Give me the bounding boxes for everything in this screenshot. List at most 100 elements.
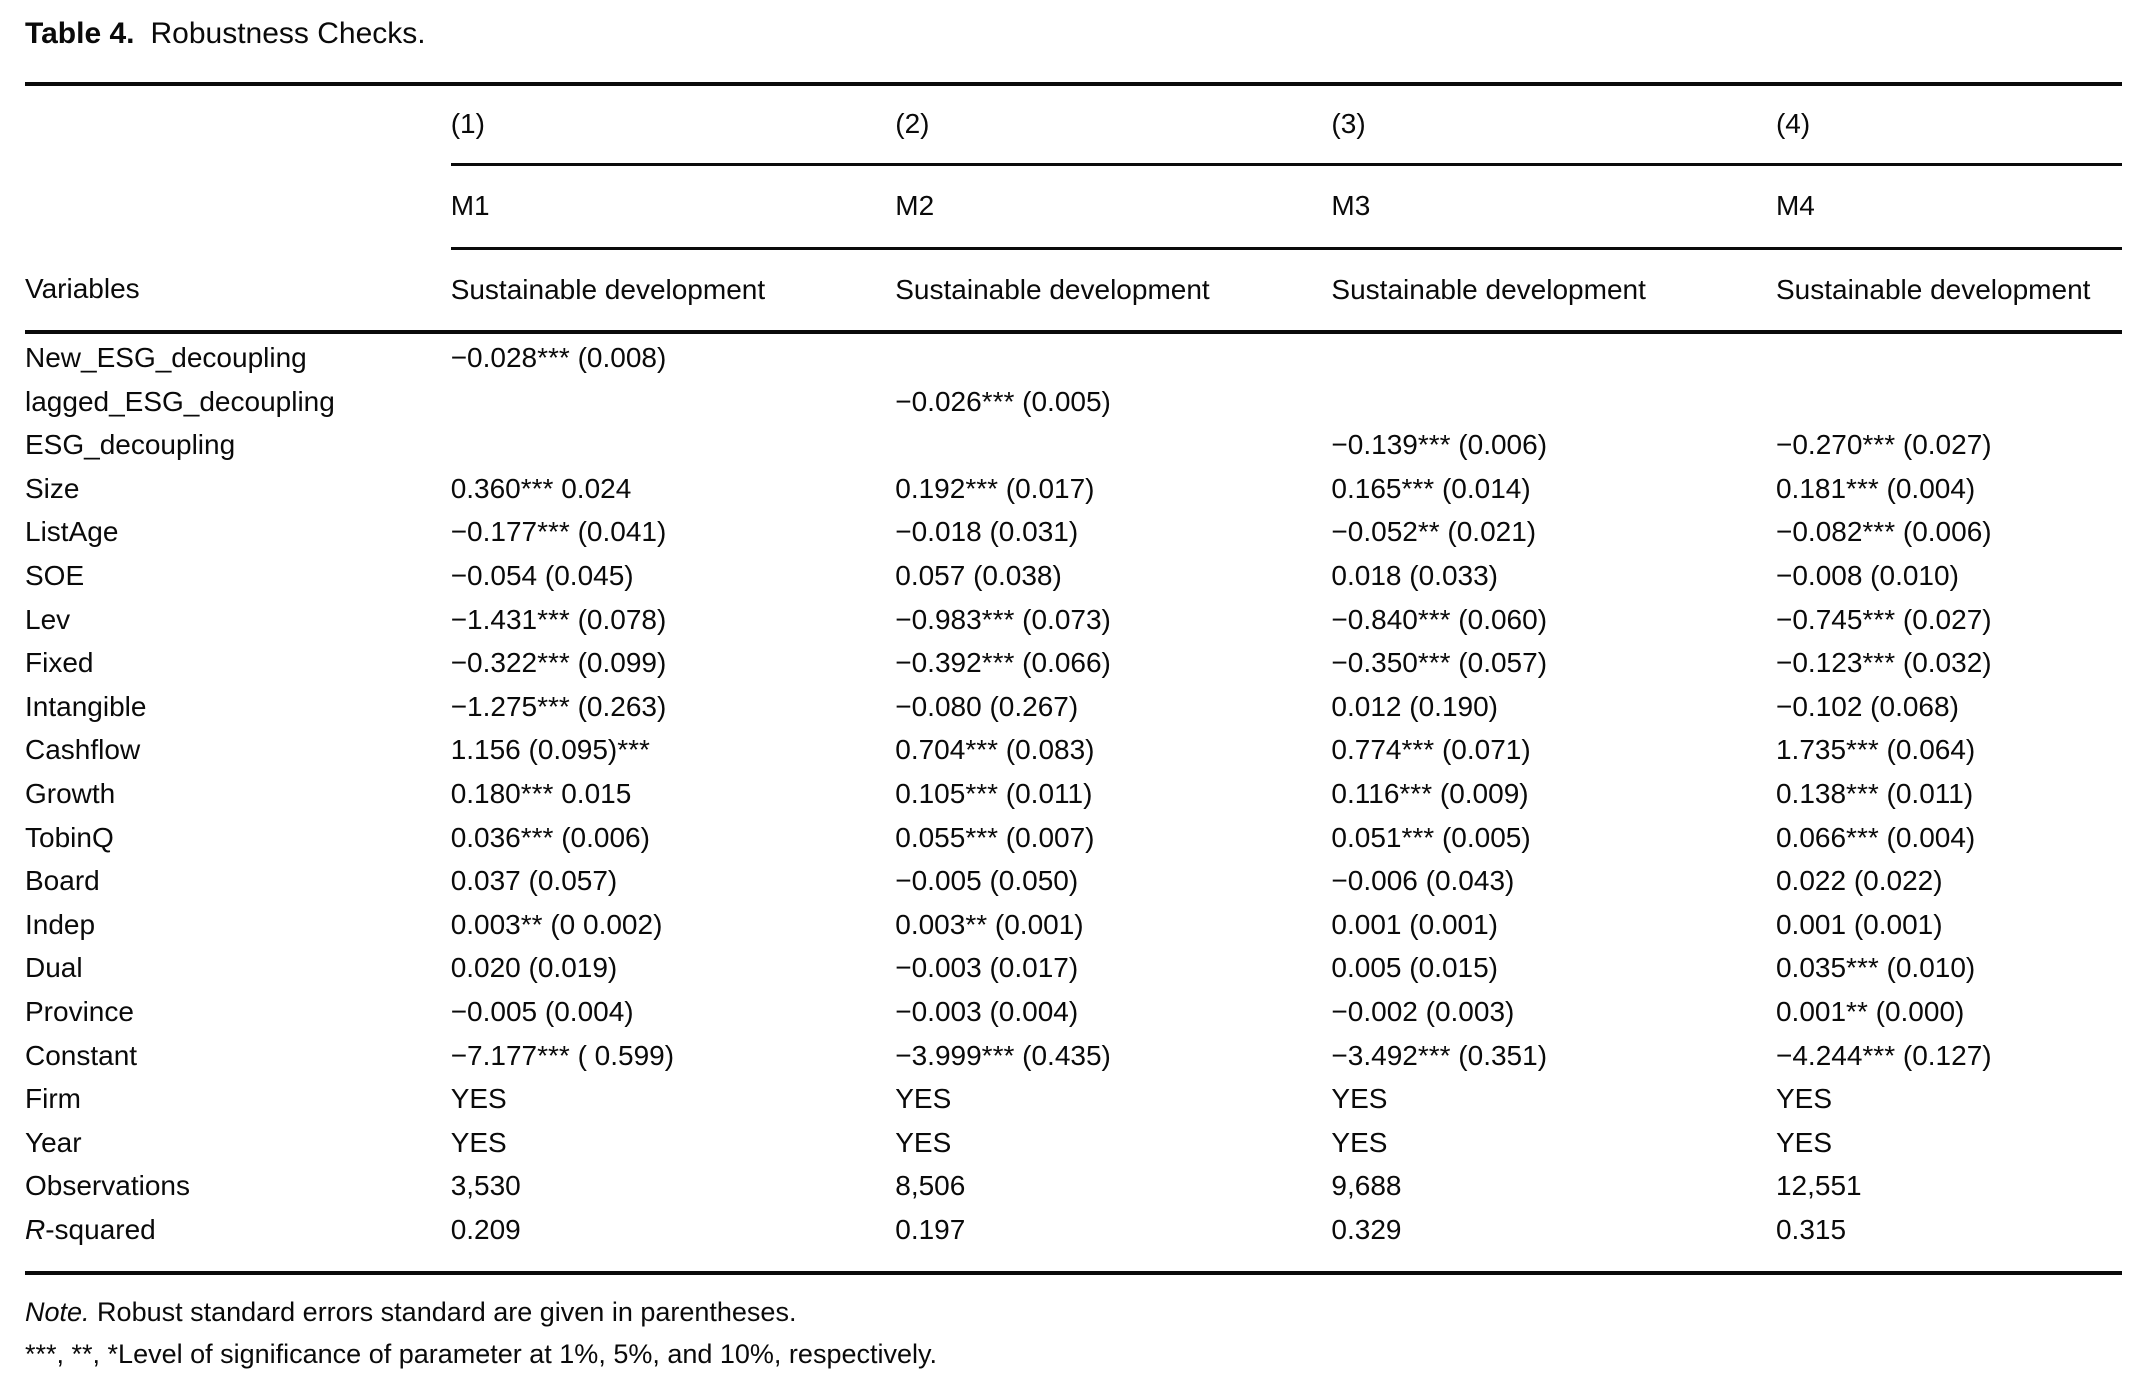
row-label: Lev [25,598,451,642]
table-number: Table 4. [25,17,135,50]
table-row: lagged_ESG_decoupling −0.026*** (0.005) [25,380,2122,424]
row-label-text: SOE [25,559,85,591]
cell-value: −0.028*** (0.008) [450,342,667,373]
row-label: R-squared [25,1208,451,1274]
table-row: Observations 3,530 8,506 9,688 12,551 [25,1164,2122,1208]
model-name: M1 [450,164,896,250]
cell-value: 0.116*** (0.009) [1331,777,1529,809]
cell-value: −0.322*** (0.099) [450,647,667,679]
table-notes: Note. Robust standard errors standard ar… [25,1291,2122,1375]
cell-value: −1.431*** (0.078) [450,603,667,635]
note-line: Note. Robust standard errors standard ar… [25,1291,2122,1333]
row-label: ListAge [25,510,451,554]
cell-value: 0.012 (0.190) [1331,690,1498,722]
cell-value: 0.035*** (0.010) [1775,952,1976,984]
cell-value [1331,380,1776,424]
dependent-variable: Sustainable development [895,248,1332,334]
cell-value: 0.181*** (0.004) [1775,472,1976,504]
cell-value: 0.020 (0.019) [450,952,618,984]
row-label-text: Constant [25,1039,138,1071]
model-name: M3 [1331,164,1776,250]
cell-value: 0.003** (0 0.002) [450,908,663,940]
cell-value: 0.066*** (0.004) [1775,821,1976,853]
cell-value: −0.054 (0.045) [450,559,634,591]
row-label-text: ListAge [25,516,119,548]
row-label: New_ESG_decoupling [25,332,451,380]
cell-value: YES [450,1083,507,1115]
row-label-text: Year [25,1126,82,1158]
cell-value: −0.005 (0.050) [895,865,1079,897]
cell-value: 0.003** (0.001) [895,908,1084,940]
table-row: ESG_decoupling −0.139*** (0.006) −0.270***… [25,423,2122,467]
significance-note: ***, **, *Level of significance of param… [25,1339,937,1370]
row-label-text: Dual [25,952,83,984]
table-caption: Robustness Checks. [150,17,426,50]
table-row: Dual 0.020 (0.019) −0.003 (0.017) 0.005 (0.… [25,946,2122,990]
cell-value: −0.080 (0.267) [895,690,1079,722]
model-name: M2 [895,164,1332,250]
cell-value: 9,688 [1331,1170,1402,1202]
variables-header: Variables [25,248,451,334]
row-label-text: Intangible [25,690,147,722]
cell-value: 8,506 [895,1170,966,1202]
table-row: SOE −0.054 (0.045) 0.057 (0.038) 0.018 (0.0… [25,554,2122,598]
row-label: ESG_decoupling [25,423,451,467]
table-row: Fixed −0.322*** (0.099) −0.392*** (0.066) −… [25,641,2122,685]
cell-value: 12,551 [1775,1170,1862,1202]
row-label: Growth [25,772,451,816]
cell-value: −0.002 (0.003) [1331,995,1515,1027]
cell-value: 0.022 (0.022) [1775,865,1943,897]
table-row: Size 0.360*** 0.024 0.192*** (0.017) 0.165*… [25,467,2122,511]
row-label-text: TobinQ [25,821,114,853]
cell-value: 0.051*** (0.005) [1331,821,1531,853]
row-label: Dual [25,946,451,990]
cell-value: 0.018 (0.033) [1331,559,1498,591]
cell-value: YES [895,1083,952,1115]
cell-value: 0.704*** (0.083) [895,734,1095,766]
cell-value: 0.192*** (0.017) [895,472,1095,504]
table-body: New_ESG_decoupling −0.028*** (0.008) lagge… [25,332,2122,1273]
row-label-text: Size [25,472,80,504]
model-number: (2) [895,84,1332,166]
cell-value: 1.735*** (0.064) [1775,734,1976,766]
row-label-text: Observations [25,1170,190,1202]
cell-value: YES [1331,1126,1388,1158]
table-row: Year YES YES YES YES [25,1121,2122,1165]
row-label-text: Fixed [25,647,94,679]
table-row: New_ESG_decoupling −0.028*** (0.008) [25,332,2122,380]
row-label-text: ESG_decoupling [25,429,236,461]
model-number-row: (1) (2) (3) (4) [25,84,2122,166]
table-row: Indep 0.003** (0 0.002) 0.003** (0.001) 0.0… [25,903,2122,947]
cell-value: 0.001** (0.000) [1775,995,1965,1027]
row-label: Year [25,1121,451,1165]
row-label-italic: R [25,1213,46,1245]
model-number: (1) [450,84,896,166]
cell-value: 0.360*** 0.024 [450,472,632,504]
cell-value: −7.177*** ( 0.599) [450,1039,675,1071]
cell-value [1776,332,2122,380]
cell-value [451,380,896,424]
cell-value: 0.165*** (0.014) [1331,472,1531,504]
cell-value: −0.006 (0.043) [1331,865,1515,897]
row-label: Size [25,467,451,511]
row-label-text: Firm [25,1083,81,1115]
row-label-text: Indep [25,908,96,940]
table-header: (1) (2) (3) (4) M1 M2 M3 M4 Variables Su… [25,84,2122,334]
table-row: R-squared 0.209 0.197 0.329 0.315 [25,1208,2122,1274]
empty-cell [25,84,451,164]
row-label: Board [25,859,451,903]
table-row: ListAge −0.177*** (0.041) −0.018 (0.031) −0… [25,510,2122,554]
dependent-variable: Sustainable development [1775,248,2122,334]
row-label-text: Growth [25,777,116,809]
cell-value: −0.008 (0.010) [1775,559,1959,591]
cell-value: 0.001 (0.001) [1775,908,1943,940]
cell-value: 0.037 (0.057) [450,865,618,897]
cell-value: YES [1775,1126,1833,1158]
cell-value: 0.105*** (0.011) [895,777,1093,809]
cell-value [1331,332,1776,380]
row-label-text: Board [25,865,100,897]
table-row: TobinQ 0.036*** (0.006) 0.055*** (0.007) 0.… [25,816,2122,860]
cell-value: −0.026*** (0.005) [895,385,1111,417]
row-label-text: Cashflow [25,734,141,766]
